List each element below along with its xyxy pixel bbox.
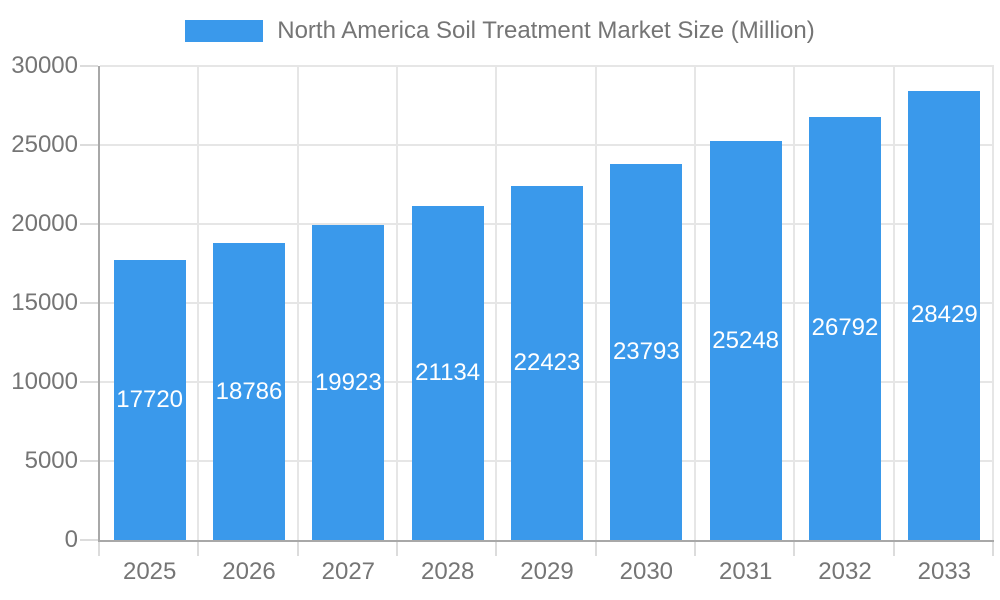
x-axis-tick [197,542,200,556]
y-axis-tick-label: 20000 [11,210,78,237]
gridline-vertical [694,66,696,540]
gridline-vertical [197,66,200,540]
gridline-vertical [495,66,498,540]
bar[interactable]: 28429 [908,90,981,540]
legend[interactable]: North America Soil Treatment Market Size… [0,17,1000,45]
legend-swatch-icon [185,20,264,42]
x-axis-tick [992,542,994,556]
bar-value-label: 25248 [712,326,780,354]
bar[interactable]: 22423 [511,185,583,540]
bar-value-label: 21134 [415,359,481,387]
bar-value-label: 28429 [910,301,978,329]
gridline-vertical [594,66,597,540]
gridline-vertical [793,66,796,540]
bar-value-label: 18786 [215,377,283,405]
x-axis-tick-label: 2026 [222,558,276,585]
y-axis-tick-label: 30000 [11,52,78,79]
x-axis-tick-label: 2029 [520,558,574,585]
y-axis-tick [80,65,98,67]
x-axis-tick-label: 2033 [917,558,972,585]
gridline-horizontal [100,65,994,67]
gridline-vertical [296,66,299,540]
x-axis-tick-label: 2030 [619,558,674,585]
bar[interactable]: 23793 [610,164,683,540]
y-axis-tick [80,223,98,225]
bar[interactable]: 21134 [411,206,484,540]
x-axis-line [98,540,994,542]
y-axis-tick-label: 10000 [11,368,78,395]
bar[interactable]: 26792 [809,116,881,540]
x-axis-tick [396,542,398,556]
gridline-horizontal [100,144,994,146]
x-axis-tick-label: 2025 [122,558,177,585]
x-axis-tick-label: 2032 [818,558,872,585]
y-axis-tick [80,539,98,541]
y-axis-tick-label: 15000 [11,289,78,316]
bar-value-label: 26792 [811,314,879,342]
bar[interactable]: 18786 [213,243,285,540]
x-axis-tick [694,542,696,556]
x-axis-tick [793,542,796,556]
bar-value-label: 17720 [116,386,184,414]
y-axis-tick-label: 25000 [11,131,78,158]
bar[interactable]: 17720 [113,260,186,540]
legend-label: North America Soil Treatment Market Size… [277,17,815,44]
x-axis-tick [495,542,498,556]
x-axis-tick [892,542,895,556]
x-axis-tick [594,542,597,556]
y-axis-tick-label: 0 [64,526,78,553]
y-axis-tick [80,302,98,304]
plot-area: 0 5000 10000 15000 20000 25000 30000 17720 18786… [11,52,994,585]
x-axis-tick [98,542,100,556]
bar-value-label: 22423 [513,348,581,376]
bar-value-label: 19923 [314,368,382,396]
gridline-vertical [396,66,398,540]
y-axis-tick [80,381,98,383]
bar[interactable]: 19923 [312,225,385,540]
x-axis-tick-label: 2027 [321,558,376,585]
x-axis-tick [296,542,299,556]
y-axis-tick [80,144,98,146]
bar-value-label: 23793 [612,338,680,366]
bar[interactable]: 25248 [709,141,782,540]
y-axis-tick-label: 5000 [24,447,78,474]
y-axis-line [98,66,100,542]
x-axis-tick-label: 2031 [718,558,773,585]
x-axis-tick-label: 2028 [420,558,475,585]
gridline-vertical [992,66,994,540]
y-axis-tick [80,460,98,462]
gridline-vertical [892,66,895,540]
